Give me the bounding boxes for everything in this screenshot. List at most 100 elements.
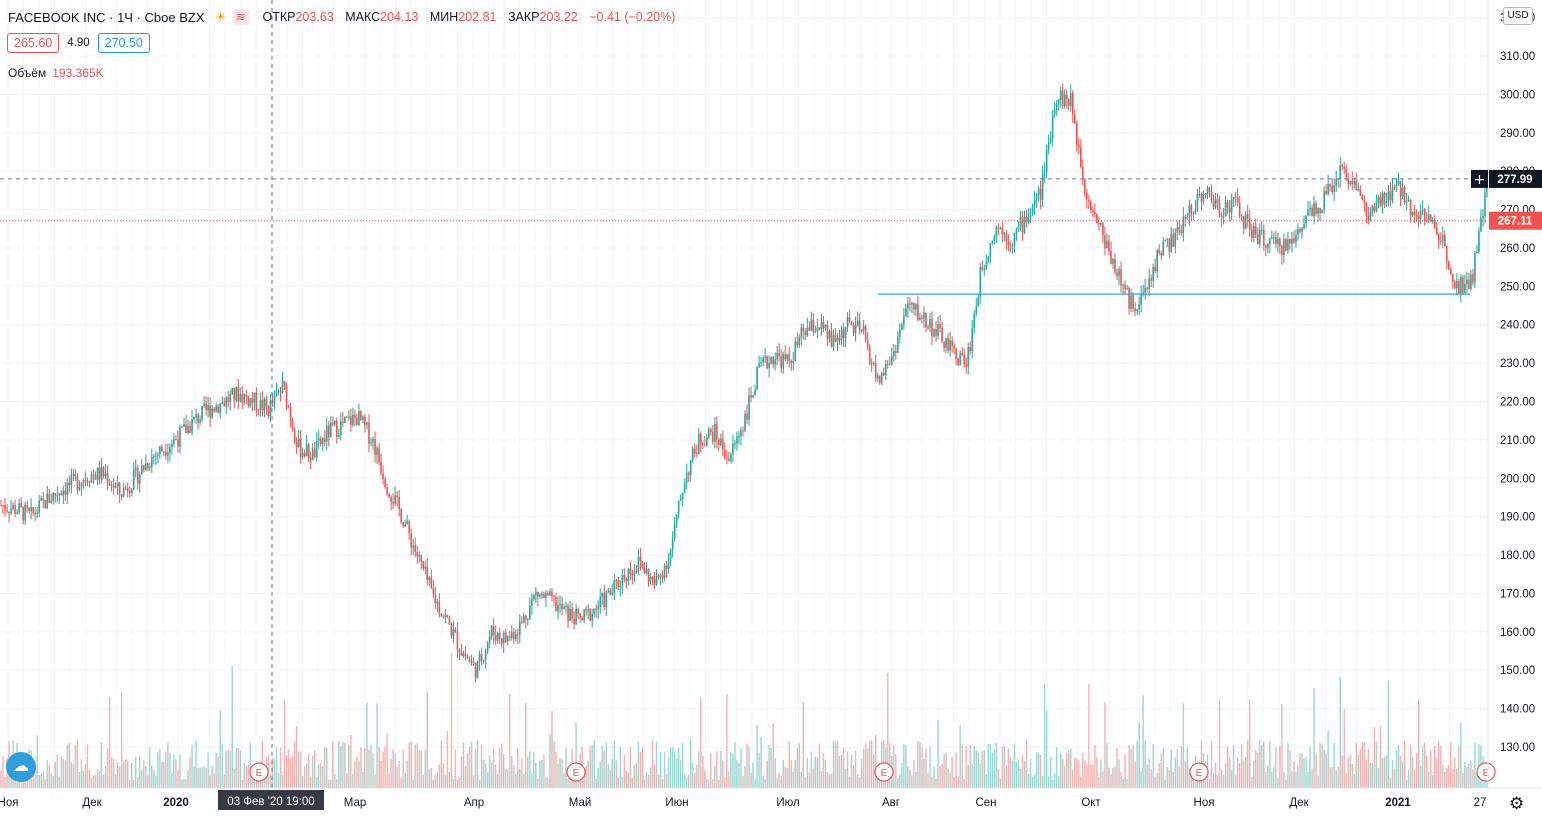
volume-bar (1263, 742, 1265, 788)
candle-body (909, 303, 911, 305)
cloud-logo-icon[interactable]: ☁ (6, 752, 36, 782)
volume-bar (1078, 760, 1080, 788)
earnings-marker[interactable]: E (249, 762, 269, 782)
volume-bar (577, 778, 579, 788)
volume-bar (1315, 753, 1317, 788)
volume-bar (217, 756, 219, 788)
candle-body (1307, 209, 1309, 216)
volume-bar (303, 766, 306, 788)
candle-body (217, 405, 219, 413)
sun-icon[interactable]: ☀ (215, 10, 226, 24)
candle-body (1423, 209, 1426, 221)
earnings-marker[interactable]: E (874, 762, 894, 782)
candle-body (440, 613, 443, 617)
candle-body (362, 416, 364, 421)
candle-body (380, 462, 382, 474)
candle-body (259, 399, 262, 411)
time-axis[interactable]: Ноя Дек 2020 03 Фев '20 19:00 Мар Апр Май Июн Ию… (0, 790, 1486, 810)
volume-bar (1164, 779, 1166, 788)
volume-bar (1331, 766, 1333, 788)
candle-body (438, 601, 441, 614)
candle-body (1035, 194, 1038, 200)
price-axis[interactable]: 130.00140.00150.00160.00170.00180.00190.… (1500, 13, 1535, 754)
candle-body (293, 429, 296, 442)
volume-bar (1096, 757, 1098, 788)
candle-body (1154, 266, 1157, 272)
volume-bar (372, 753, 374, 788)
volume-bar (1429, 750, 1432, 788)
plus-icon[interactable] (1471, 169, 1488, 188)
candle-body (907, 303, 909, 309)
candle-body (969, 347, 972, 352)
volume-bar (1275, 747, 1277, 788)
candle-body (1468, 279, 1470, 290)
candle-body (625, 578, 628, 582)
volume-bar (358, 761, 360, 788)
gear-icon[interactable]: ⚙ (1509, 794, 1525, 813)
candle-body (838, 338, 841, 341)
candle-body (577, 608, 579, 614)
volume-bar (541, 759, 543, 788)
volume-bar (116, 762, 119, 788)
volume-bar (816, 757, 819, 788)
volume-bar (832, 740, 835, 788)
volume-bar (746, 743, 748, 788)
volume-bar (1140, 771, 1142, 788)
high-value: 204.13 (380, 10, 419, 24)
waves-icon[interactable]: ≋ (232, 9, 249, 25)
candle-body (1055, 103, 1058, 111)
candle-body (828, 331, 831, 339)
candle-body (1086, 193, 1088, 200)
volume-bar (824, 759, 827, 788)
candle-body (28, 508, 30, 512)
volume-bar (748, 746, 750, 788)
volume-bar (44, 779, 46, 788)
candle-body (88, 482, 91, 484)
candle-body (539, 594, 541, 597)
candle-body (338, 435, 340, 438)
volume-bar (42, 770, 44, 788)
candle-body (309, 457, 312, 461)
candle-body (514, 634, 517, 640)
symbol-title[interactable]: FACEBOOK INC · 1Ч · Cboe BZX (8, 9, 205, 25)
volume-bar (1102, 771, 1104, 788)
bid-price[interactable]: 265.60 (7, 33, 60, 53)
candle-body (820, 321, 823, 330)
volume-bar (336, 779, 338, 788)
volume-bar (1007, 748, 1010, 788)
low-value: 202.81 (458, 10, 497, 24)
earnings-marker[interactable]: E (1476, 762, 1496, 782)
volume-bar (1299, 753, 1301, 788)
volume-bar (669, 747, 672, 788)
svg-text:E: E (573, 768, 580, 779)
ask-price[interactable]: 270.50 (97, 33, 150, 53)
candle-body (267, 406, 270, 416)
candle-body (458, 649, 461, 653)
candle-body (862, 326, 865, 331)
y-tick-label: 290.00 (1500, 128, 1535, 140)
candle-body (963, 354, 965, 365)
volume-bar (1120, 771, 1122, 788)
volume-bar (694, 773, 696, 788)
candle-body (836, 338, 839, 342)
earnings-marker[interactable]: E (1189, 762, 1209, 782)
volume-bar (565, 748, 567, 788)
candle-body (225, 397, 228, 407)
candle-body (1084, 178, 1086, 194)
candle-body (36, 512, 38, 515)
volume-bar (1043, 683, 1046, 788)
candle-body (718, 439, 720, 446)
volume-bar (872, 754, 875, 788)
candle-body (1027, 216, 1030, 223)
candle-body (223, 402, 226, 407)
candle-body (710, 429, 712, 433)
candle-body (366, 422, 368, 425)
currency-button[interactable]: USD (1503, 7, 1533, 25)
earnings-marker[interactable]: E (566, 762, 586, 782)
candle-body (72, 474, 75, 476)
volume-bar (243, 762, 246, 788)
volume-bar (1031, 776, 1034, 788)
volume-bar (68, 743, 71, 788)
volume-bar (633, 764, 636, 788)
